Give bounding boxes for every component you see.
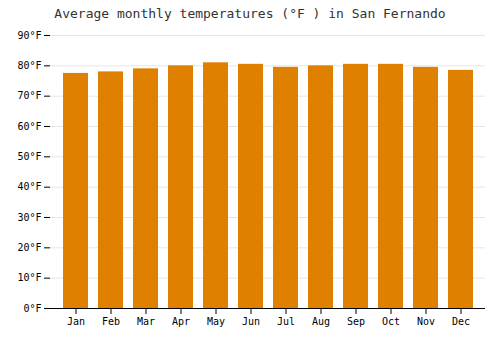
svg-text:Jan: Jan	[67, 316, 85, 327]
svg-text:70°F: 70°F	[17, 90, 41, 101]
svg-text:20°F: 20°F	[17, 242, 41, 253]
svg-text:30°F: 30°F	[17, 212, 41, 223]
svg-text:Jul: Jul	[277, 316, 295, 327]
svg-text:60°F: 60°F	[17, 121, 41, 132]
svg-text:0°F: 0°F	[23, 303, 41, 314]
html-text:Average monthly temperatures (: Average monthly temperatures (°F ) in Sa…	[54, 6, 446, 21]
svg-text:Oct: Oct	[382, 316, 400, 327]
svg-text:Mar: Mar	[137, 316, 155, 327]
svg-text:10°F: 10°F	[17, 272, 41, 283]
svg-text:Jun: Jun	[242, 316, 260, 327]
svg-text:May: May	[207, 316, 225, 327]
svg-text:Nov: Nov	[417, 316, 435, 327]
svg-text:90°F: 90°F	[17, 30, 41, 41]
svg-text:Aug: Aug	[312, 316, 330, 327]
svg-text:50°F: 50°F	[17, 151, 41, 162]
svg-text:Feb: Feb	[102, 316, 120, 327]
svg-text:40°F: 40°F	[17, 181, 41, 192]
svg-text:Sep: Sep	[347, 316, 365, 327]
svg-text:Dec: Dec	[452, 316, 470, 327]
svg-text:80°F: 80°F	[17, 60, 41, 71]
svg-text:Apr: Apr	[172, 316, 190, 327]
